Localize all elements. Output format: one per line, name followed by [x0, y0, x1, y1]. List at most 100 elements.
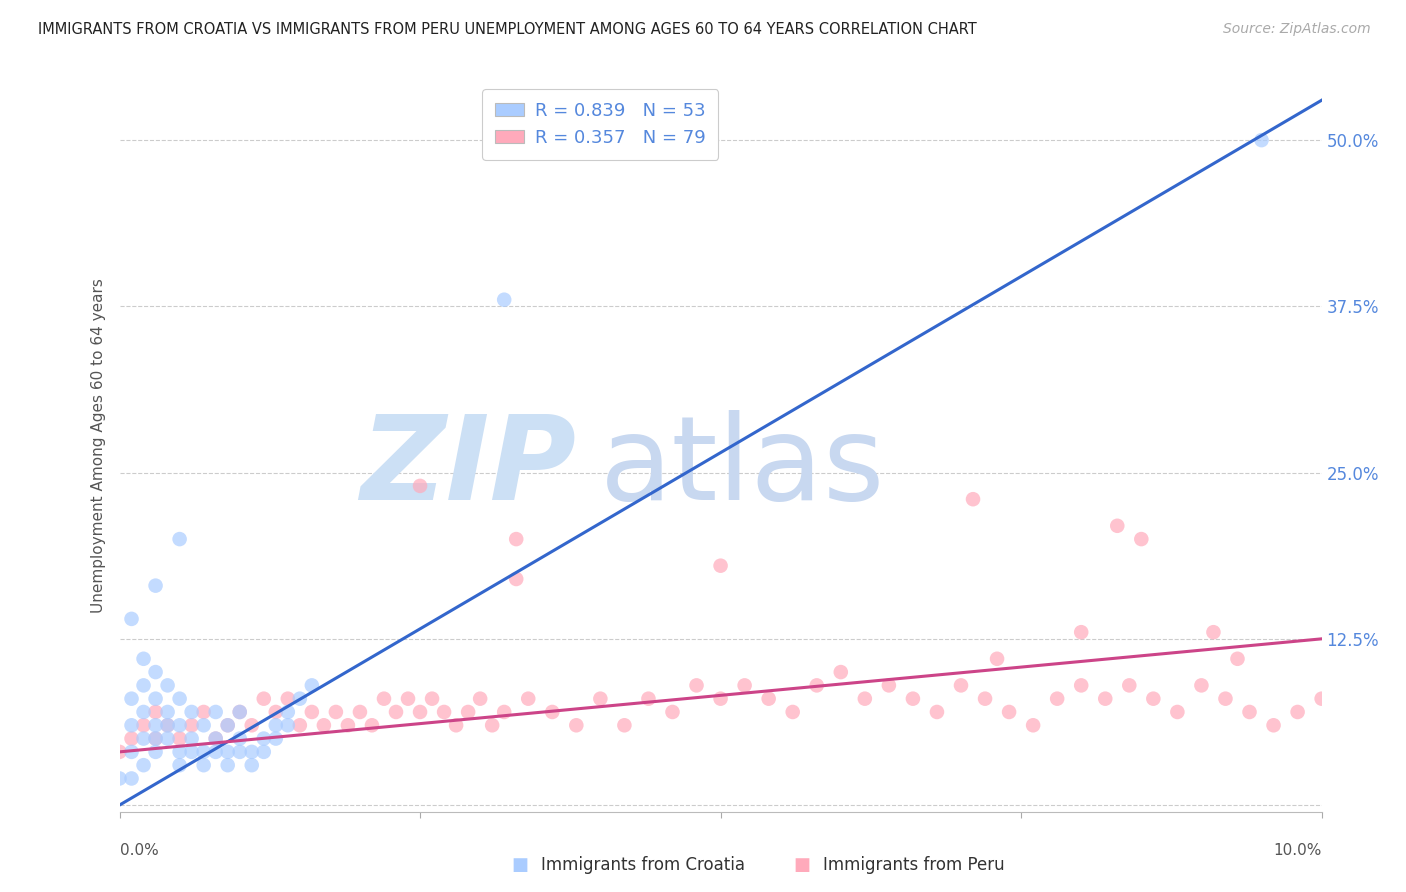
Point — [1215, 691, 1237, 706]
Point — [1189, 678, 1212, 692]
Point — [145, 705, 167, 719]
Point — [240, 758, 263, 772]
Point — [145, 691, 167, 706]
Point — [457, 705, 479, 719]
Point — [1263, 718, 1285, 732]
Point — [565, 718, 588, 732]
Point — [204, 731, 226, 746]
Point — [505, 532, 527, 546]
Point — [494, 705, 516, 719]
Point — [734, 678, 756, 692]
Point — [409, 705, 432, 719]
Point — [1142, 691, 1164, 706]
Point — [264, 718, 287, 732]
Point — [180, 705, 202, 719]
Point — [108, 772, 131, 786]
Point — [145, 579, 167, 593]
Point — [193, 758, 215, 772]
Point — [132, 652, 155, 666]
Point — [145, 745, 167, 759]
Point — [1202, 625, 1225, 640]
Point — [180, 745, 202, 759]
Text: Immigrants from Croatia: Immigrants from Croatia — [541, 856, 745, 874]
Text: Immigrants from Peru: Immigrants from Peru — [823, 856, 1004, 874]
Point — [193, 718, 215, 732]
Point — [349, 705, 371, 719]
Point — [156, 718, 179, 732]
Point — [132, 758, 155, 772]
Point — [180, 718, 202, 732]
Point — [1107, 518, 1129, 533]
Point — [541, 705, 564, 719]
Point — [240, 745, 263, 759]
Point — [637, 691, 659, 706]
Point — [228, 731, 252, 746]
Point — [132, 731, 155, 746]
Point — [217, 745, 239, 759]
Point — [1250, 133, 1272, 147]
Point — [108, 745, 131, 759]
Point — [925, 705, 948, 719]
Point — [806, 678, 828, 692]
Point — [145, 731, 167, 746]
Point — [169, 532, 191, 546]
Point — [420, 691, 443, 706]
Point — [361, 718, 384, 732]
Point — [228, 745, 252, 759]
Point — [444, 718, 467, 732]
Text: ■: ■ — [793, 856, 810, 874]
Point — [156, 678, 179, 692]
Point — [169, 718, 191, 732]
Point — [277, 691, 299, 706]
Point — [180, 731, 202, 746]
Text: ZIP: ZIP — [360, 410, 576, 525]
Point — [204, 745, 226, 759]
Point — [998, 705, 1021, 719]
Text: Source: ZipAtlas.com: Source: ZipAtlas.com — [1223, 22, 1371, 37]
Point — [193, 705, 215, 719]
Point — [132, 705, 155, 719]
Point — [132, 718, 155, 732]
Point — [950, 678, 973, 692]
Point — [373, 691, 395, 706]
Point — [1310, 691, 1333, 706]
Point — [145, 718, 167, 732]
Point — [589, 691, 612, 706]
Text: IMMIGRANTS FROM CROATIA VS IMMIGRANTS FROM PERU UNEMPLOYMENT AMONG AGES 60 TO 64: IMMIGRANTS FROM CROATIA VS IMMIGRANTS FR… — [38, 22, 977, 37]
Point — [1070, 678, 1092, 692]
Point — [494, 293, 516, 307]
Point — [661, 705, 683, 719]
Point — [217, 718, 239, 732]
Point — [1094, 691, 1116, 706]
Point — [156, 731, 179, 746]
Point — [1286, 705, 1309, 719]
Point — [193, 745, 215, 759]
Point — [336, 718, 359, 732]
Point — [1118, 678, 1140, 692]
Point — [253, 691, 276, 706]
Point — [121, 731, 143, 746]
Point — [169, 758, 191, 772]
Point — [301, 705, 323, 719]
Text: 10.0%: 10.0% — [1274, 843, 1322, 858]
Point — [264, 705, 287, 719]
Point — [145, 731, 167, 746]
Point — [1070, 625, 1092, 640]
Point — [277, 705, 299, 719]
Point — [288, 691, 311, 706]
Point — [830, 665, 852, 679]
Point — [253, 745, 276, 759]
Point — [505, 572, 527, 586]
Point — [217, 758, 239, 772]
Point — [228, 705, 252, 719]
Point — [433, 705, 456, 719]
Point — [121, 718, 143, 732]
Point — [169, 745, 191, 759]
Point — [277, 718, 299, 732]
Point — [288, 718, 311, 732]
Point — [685, 678, 707, 692]
Y-axis label: Unemployment Among Ages 60 to 64 years: Unemployment Among Ages 60 to 64 years — [91, 278, 107, 614]
Point — [312, 718, 335, 732]
Point — [121, 691, 143, 706]
Point — [253, 731, 276, 746]
